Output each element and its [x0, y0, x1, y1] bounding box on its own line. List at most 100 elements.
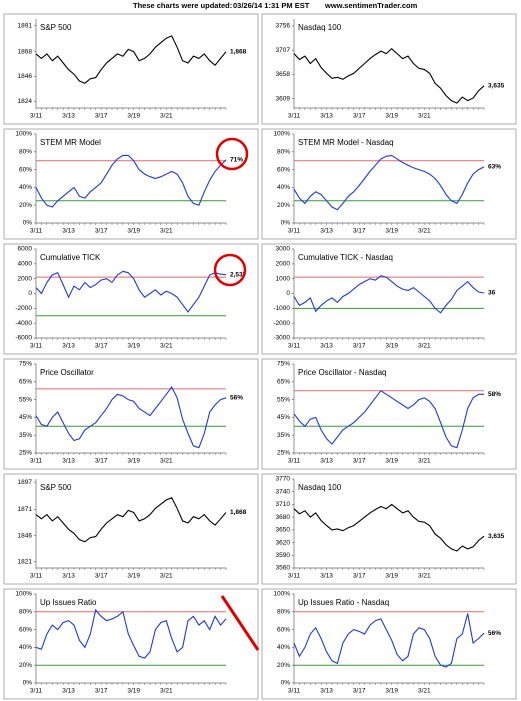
y-tick-label: -6000 — [15, 335, 32, 342]
x-tick-label: 3/19 — [127, 228, 140, 235]
y-tick-label: 75% — [19, 361, 32, 368]
x-tick-label: 3/17 — [353, 228, 366, 235]
y-tick-label: 100% — [273, 131, 290, 138]
y-tick-label: 55% — [277, 396, 290, 403]
last-value-label: 3,635 — [488, 533, 505, 540]
panel-title: Nasdaq 100 — [298, 483, 342, 492]
x-tick-label: 3/17 — [353, 688, 366, 695]
y-tick-label: 80% — [19, 609, 32, 616]
x-tick-label: 3/19 — [127, 573, 140, 580]
y-tick-label: 40% — [277, 644, 290, 651]
data-line — [35, 270, 227, 313]
x-tick-label: 3/17 — [95, 573, 108, 580]
x-tick-label: 3/13 — [62, 458, 75, 465]
panel-title: STEM MR Model — [40, 138, 101, 147]
panel-frame — [261, 128, 517, 240]
x-tick-label: 3/21 — [160, 228, 173, 235]
panel-frame — [261, 473, 517, 585]
x-tick-label: 3/21 — [160, 113, 173, 120]
y-tick-label: 3560 — [276, 565, 291, 572]
y-tick-label: 25% — [277, 450, 290, 457]
y-tick-label: 60% — [277, 166, 290, 173]
x-tick-label: 3/21 — [160, 343, 173, 350]
data-line — [293, 154, 485, 211]
x-tick-label: 3/19 — [385, 343, 398, 350]
header-timestamp: 03/26/14 1:31 PM EST — [233, 1, 310, 10]
x-tick-label: 3/17 — [353, 458, 366, 465]
y-tick-label: -2000 — [273, 320, 290, 327]
last-value-label: 3,635 — [488, 82, 505, 89]
x-tick-label: 3/21 — [160, 458, 173, 465]
x-tick-label: 3/13 — [320, 458, 333, 465]
y-tick-label: 1891 — [18, 22, 33, 29]
data-line — [293, 503, 485, 552]
y-tick-label: 1846 — [18, 532, 33, 539]
y-tick-label: 3658 — [276, 71, 291, 78]
last-value-label: 63% — [488, 164, 501, 171]
y-tick-label: 3680 — [276, 514, 291, 521]
y-tick-label: 3756 — [276, 23, 291, 30]
panel-frame — [261, 243, 517, 355]
x-tick-label: 3/13 — [320, 343, 333, 350]
x-tick-label: 3/13 — [320, 228, 333, 235]
y-tick-label: 3707 — [276, 47, 291, 54]
data-line — [293, 275, 485, 314]
panel-frame — [3, 358, 259, 470]
y-tick-label: 20% — [277, 202, 290, 209]
y-tick-label: 4000 — [18, 261, 33, 268]
y-tick-label: 2000 — [276, 261, 291, 268]
data-line — [293, 389, 484, 449]
y-tick-label: 80% — [19, 149, 32, 156]
panel-title: Price Oscillator — [40, 368, 94, 377]
last-value-label: 2,537 — [230, 271, 247, 278]
y-tick-label: 0% — [281, 220, 291, 227]
last-value-label: 56% — [230, 395, 243, 402]
x-tick-label: 3/19 — [127, 688, 140, 695]
data-line — [35, 497, 227, 543]
x-tick-label: 3/11 — [288, 688, 301, 695]
y-tick-label: 75% — [277, 361, 290, 368]
header-site: www.sentimenTrader.com — [324, 1, 418, 10]
y-tick-label: -3000 — [273, 335, 290, 342]
y-tick-label: 40% — [277, 184, 290, 191]
y-tick-label: 3740 — [276, 488, 291, 495]
y-tick-label: 3000 — [276, 246, 291, 253]
x-tick-label: 3/13 — [62, 113, 75, 120]
y-tick-label: 0% — [23, 680, 33, 687]
y-tick-label: 3650 — [276, 527, 291, 534]
x-tick-label: 3/11 — [288, 458, 301, 465]
y-tick-label: 100% — [273, 591, 290, 598]
x-tick-label: 3/11 — [30, 343, 43, 350]
y-tick-label: 3710 — [276, 501, 291, 508]
x-tick-label: 3/13 — [320, 113, 333, 120]
y-tick-label: 1897 — [18, 479, 33, 486]
y-tick-label: 3590 — [276, 552, 291, 559]
y-tick-label: 100% — [15, 131, 32, 138]
panel-frame — [3, 243, 259, 355]
panel-title: Cumulative TICK — [40, 253, 101, 262]
x-tick-label: 3/17 — [95, 113, 108, 120]
x-tick-label: 3/13 — [62, 343, 75, 350]
x-tick-label: 3/21 — [418, 573, 431, 580]
x-tick-label: 3/11 — [30, 228, 43, 235]
y-tick-label: 3770 — [276, 476, 291, 483]
last-value-label: 56% — [488, 630, 501, 637]
y-tick-label: 0% — [281, 680, 291, 687]
x-tick-label: 3/11 — [30, 688, 43, 695]
y-tick-label: 45% — [19, 414, 32, 421]
y-tick-label: 100% — [15, 591, 32, 598]
panel-frame — [261, 588, 517, 700]
last-value-label: 1,868 — [230, 509, 247, 516]
panel-title: Nasdaq 100 — [298, 23, 342, 32]
x-tick-label: 3/19 — [127, 458, 140, 465]
x-tick-label: 3/17 — [353, 573, 366, 580]
x-tick-label: 3/17 — [95, 688, 108, 695]
data-line — [35, 386, 227, 449]
y-tick-label: 1846 — [18, 73, 33, 80]
x-tick-label: 3/11 — [288, 343, 301, 350]
y-tick-label: 20% — [19, 202, 32, 209]
last-value-label: 58% — [488, 391, 501, 398]
x-tick-label: 3/21 — [418, 113, 431, 120]
x-tick-label: 3/19 — [385, 458, 398, 465]
